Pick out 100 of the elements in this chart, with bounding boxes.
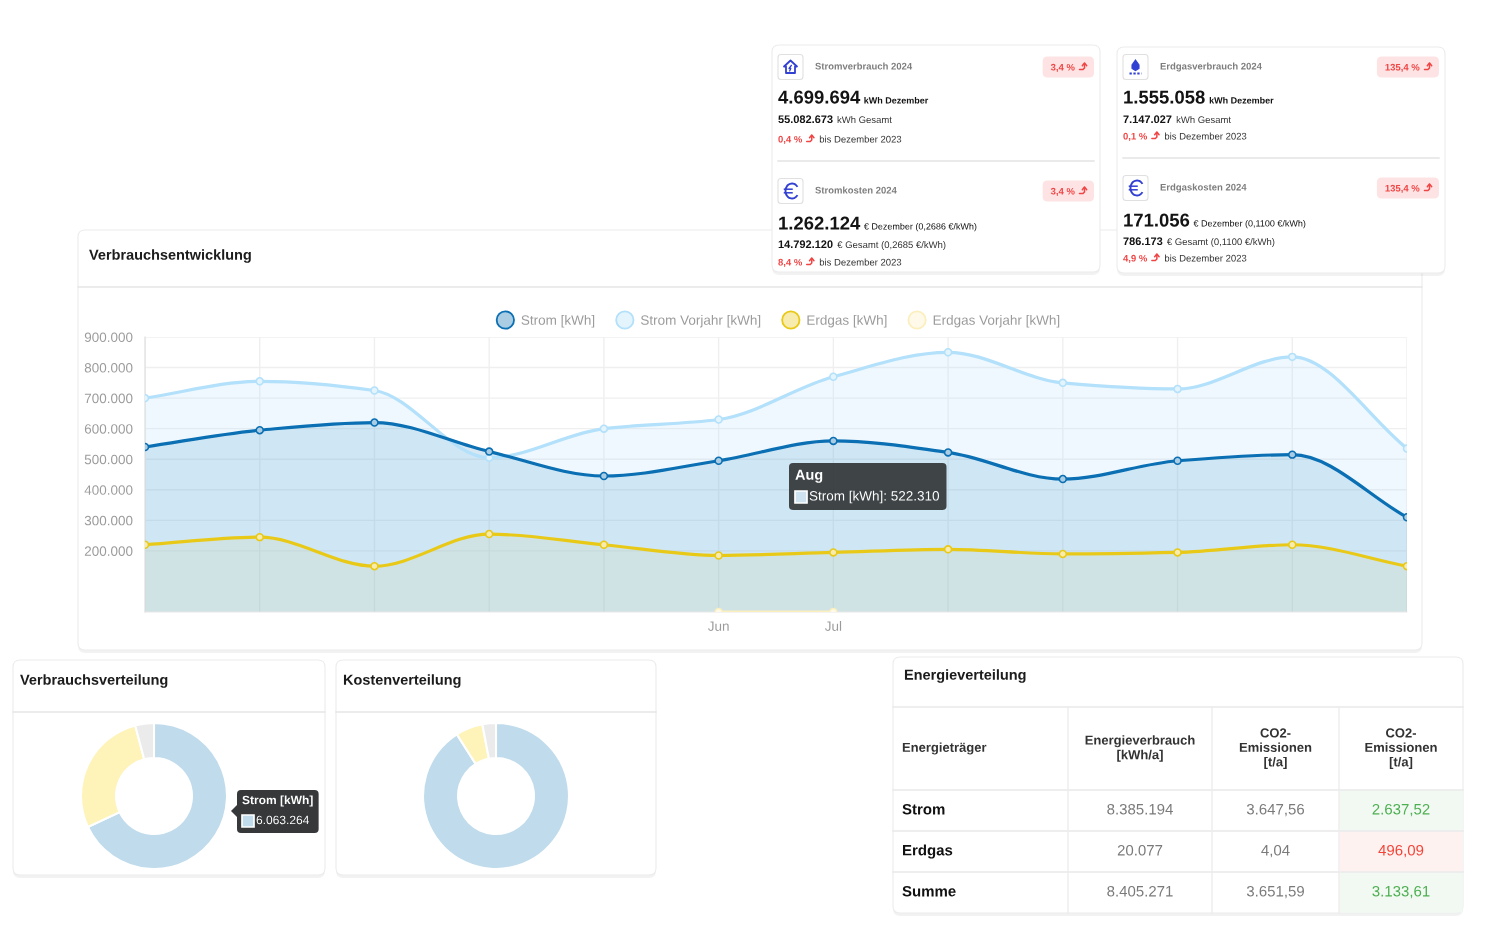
text: Energieverteilung [904, 669, 1026, 683]
text: 2.637,52 [1372, 803, 1430, 817]
text: kWh Gesamt [837, 116, 892, 124]
text: Energieverbrauch [kWh/a] [1085, 735, 1195, 762]
text: € Gesamt (0,1100 €/kWh) [1166, 238, 1275, 247]
text: 3.133,61 [1372, 885, 1430, 899]
point [1173, 456, 1182, 465]
text: 0,4 % [778, 135, 803, 144]
text: Energieträger [902, 742, 987, 755]
point [1173, 384, 1182, 394]
text: € Dezember (0,1100 €/kWh) [1193, 219, 1306, 229]
point [599, 471, 609, 481]
data-label: 6.063.264 [256, 815, 310, 825]
point [714, 456, 723, 465]
y-tick-label: 900.000 [84, 332, 133, 343]
point [370, 561, 379, 571]
point [1288, 450, 1297, 459]
text: kWh Dezember [1209, 96, 1274, 104]
point [1173, 548, 1182, 557]
x-tick-label: Jul [824, 621, 842, 631]
text: 55.082.673 [778, 115, 833, 124]
text: 135,4 % [1385, 184, 1420, 193]
point [484, 529, 494, 539]
text: € Dezember (0,2686 €/kWh) [863, 222, 977, 232]
text: Erdgaskosten 2024 [1160, 183, 1247, 193]
point [1058, 549, 1068, 559]
text: kWh Dezember [864, 96, 929, 104]
text: Stromkosten 2024 [815, 186, 897, 194]
point [943, 545, 953, 554]
point [943, 348, 953, 357]
text: 20.077 [1117, 844, 1163, 856]
text: 3.647,56 [1246, 803, 1305, 817]
text: 8,4 % [778, 258, 803, 267]
text: 1.262.124 [779, 216, 861, 230]
text: 14.792.120 [778, 240, 833, 249]
y-tick-label: 700.000 [84, 393, 133, 404]
text: 0,1 % [1123, 132, 1148, 141]
text: 4,04 [1261, 844, 1290, 858]
text: bis Dezember 2023 [819, 258, 902, 266]
point [1058, 378, 1068, 388]
y-tick-label: 800.000 [84, 363, 133, 373]
y-tick-label: 200.000 [84, 546, 133, 556]
slice-label: Strom [kWh] [242, 795, 313, 807]
x-tick-label: Jun [707, 621, 729, 631]
point [370, 386, 379, 395]
donut-slice [421, 721, 571, 871]
point [484, 447, 494, 456]
text: CO2- Emissionen [t/a] [1365, 728, 1437, 770]
point [599, 540, 609, 550]
text: 4,9 % [1123, 254, 1148, 263]
point [599, 424, 609, 433]
text: Stromverbrauch 2024 [815, 62, 913, 70]
point [255, 377, 264, 386]
y-tick-label: 400.000 [84, 485, 133, 495]
y-tick-label: 500.000 [84, 454, 133, 465]
point [1058, 474, 1068, 484]
text: CO2- Emissionen [t/a] [1239, 728, 1312, 770]
point [714, 551, 723, 560]
chart-title: Verbrauchsentwicklung [89, 249, 251, 263]
annotation: Aug [795, 469, 823, 483]
annotation: Strom [kWh]: 522.310 [809, 490, 940, 504]
text: € Gesamt (0,2685 €/kWh) [837, 241, 946, 250]
chart-title: Kostenverteilung [343, 674, 461, 688]
text: Summe [902, 885, 956, 897]
chart-title: Verbrauchsverteilung [20, 674, 168, 688]
text: 3,4 % [1050, 187, 1075, 196]
text: 7.147.027 [1123, 115, 1172, 124]
text: 3.651,59 [1246, 885, 1304, 899]
text: 8.385.194 [1107, 803, 1173, 815]
point [255, 425, 264, 435]
point [943, 448, 953, 457]
legend-label: Strom Vorjahr [kWh] [640, 314, 761, 328]
text: kWh Gesamt [1176, 116, 1231, 124]
text: bis Dezember 2023 [1164, 132, 1247, 140]
text: 786.173 [1123, 237, 1163, 246]
point [370, 418, 379, 427]
text: bis Dezember 2023 [1164, 254, 1247, 262]
text: 135,4 % [1385, 63, 1420, 72]
point [255, 532, 264, 542]
point [1288, 540, 1297, 550]
legend-label: Strom [kWh] [521, 314, 595, 328]
y-tick-label: 300.000 [84, 515, 133, 526]
text: 496,09 [1378, 844, 1424, 858]
text: 171.056 [1124, 213, 1190, 227]
legend-label: Erdgas Vorjahr [kWh] [933, 314, 1060, 328]
text: 1.555.058 [1124, 90, 1205, 104]
point [829, 436, 838, 446]
legend-label: Erdgas [kWh] [807, 314, 887, 328]
text: bis Dezember 2023 [819, 135, 902, 143]
text: 8.405.271 [1107, 885, 1173, 897]
text: 4.699.694 [778, 90, 861, 104]
text: Erdgas [903, 844, 953, 859]
point [714, 415, 723, 424]
text: Erdgasverbrauch 2024 [1160, 62, 1262, 72]
text: Strom [902, 803, 945, 815]
point [829, 548, 838, 557]
point [1288, 352, 1297, 362]
point [829, 372, 838, 381]
text: 3,4 % [1050, 63, 1075, 72]
y-tick-label: 600.000 [84, 424, 133, 434]
